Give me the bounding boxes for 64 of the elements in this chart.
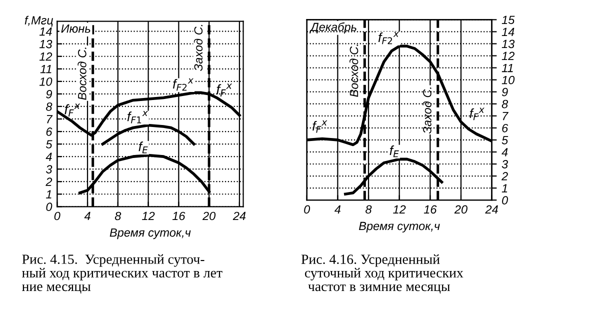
x-tick-label: 16: [424, 205, 437, 214]
x-tick-label: 24: [232, 212, 246, 220]
y2-tick-label: 4: [502, 148, 508, 156]
y2-tick-label: 14: [502, 28, 514, 36]
ref-line-label: Заход С.: [422, 87, 432, 134]
y-tick-label: 13: [39, 40, 52, 48]
y-tick-label: 5: [46, 140, 52, 148]
x-tick-label: 12: [142, 212, 155, 220]
y-tick-label: 3: [46, 165, 52, 174]
y2-tick-label: 11: [502, 64, 513, 72]
annotation: f$_{F}$$^{x}$: [470, 108, 484, 120]
ref-line-label: Восход С.: [349, 44, 358, 97]
x-tick-label: 20: [202, 212, 216, 220]
y-tick-label: 4: [46, 152, 52, 161]
x-tick-label: 12: [393, 205, 406, 214]
text: Рис. 4.16. Усредненный суточный ход критических частот в зимние месяцы: [301, 254, 464, 294]
x-tick-label: 0: [304, 205, 310, 214]
series-label: f$_{E}$: [138, 142, 148, 154]
y2-tick-label: 10: [502, 76, 515, 84]
y2-tick-label: 13: [502, 40, 515, 48]
x-axis-title: Время суток,ч: [110, 228, 191, 240]
annotation: f$_{F}$$^{x}$: [64, 104, 80, 117]
x-tick-label: 4: [84, 212, 90, 220]
y2-tick-label: 5: [502, 136, 508, 144]
ref-line-label: Заход С.: [194, 24, 203, 72]
text: Рис. 4.15. Усредненный суточ- ный ход критических частот в лет ние месяцы: [22, 254, 222, 294]
y-tick-label: 8: [46, 102, 52, 111]
x-tick-label: 16: [172, 212, 186, 220]
y-tick-label: 2: [46, 178, 52, 186]
x-tick-label: 8: [114, 212, 122, 220]
y2-tick-label: 1: [502, 184, 508, 192]
series-label: f$_{F1}$$^{x}$: [127, 110, 148, 124]
y2-tick-label: 12: [502, 52, 514, 60]
y2-tick-label: 8: [502, 100, 508, 108]
y-tick-label: 9: [46, 90, 52, 98]
y-tick-label: 12: [39, 52, 52, 61]
y2-tick-label: 9: [502, 88, 508, 96]
annotation: f$_{F}$$^{x}$: [216, 84, 232, 96]
annotation: f$_{F}$$^{x}$: [312, 120, 328, 133]
y2-tick-label: 3: [502, 160, 508, 168]
y-axis-title: f,Мгц: [24, 16, 54, 27]
y-tick-label: 14: [39, 27, 52, 36]
x-tick-label: 0: [54, 212, 60, 220]
y-tick-label: 1: [46, 190, 52, 198]
y-tick-label: 7: [46, 115, 53, 124]
y-tick-label: 6: [46, 128, 52, 136]
y-tick-label: 10: [39, 77, 52, 86]
y2-tick-label: 2: [501, 172, 508, 180]
y2-tick-label: 15: [502, 16, 515, 24]
x-tick-label: 24: [485, 205, 498, 214]
y2-tick-label: 0: [502, 196, 508, 204]
series-label: f$_{F2}$$^{x}$: [378, 32, 399, 44]
x-tick-label: 4: [334, 205, 341, 214]
x-axis-title: Время суток,ч: [358, 222, 440, 233]
x-tick-label: 20: [454, 205, 468, 214]
annotation: Июнь: [61, 24, 90, 33]
series-label: f$_{F2}$$^{x}$: [172, 78, 194, 91]
annotation: Декабрь: [309, 22, 356, 34]
x-tick-label: 8: [366, 205, 372, 214]
ref-line-label: Восход С.: [78, 48, 86, 100]
series-label: f$_{E}$: [390, 145, 399, 158]
y2-tick-label: 7: [502, 112, 508, 120]
y2-tick-label: 6: [502, 124, 508, 132]
y-tick-label: 11: [40, 65, 52, 74]
